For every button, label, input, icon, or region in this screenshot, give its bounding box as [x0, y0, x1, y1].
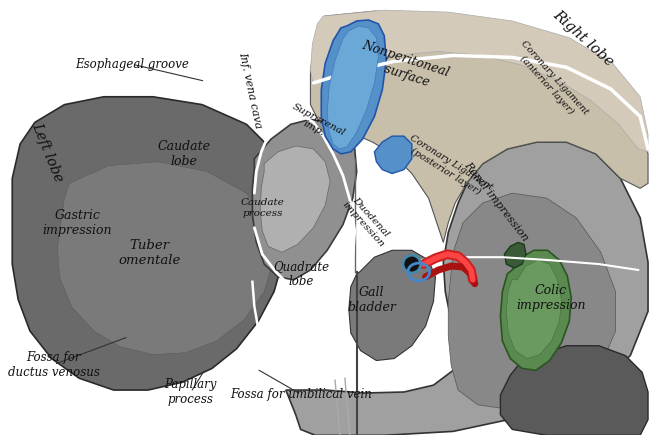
Text: Coronary Ligament
(anterior layer): Coronary Ligament (anterior layer)	[512, 39, 590, 123]
Polygon shape	[286, 142, 648, 435]
Text: Caudate
lobe: Caudate lobe	[158, 140, 211, 168]
Text: Right lobe: Right lobe	[550, 8, 616, 69]
Polygon shape	[327, 26, 378, 149]
Text: Nonperitoneal
   surface: Nonperitoneal surface	[356, 39, 452, 94]
Polygon shape	[349, 250, 436, 361]
Text: Quadrate
lobe: Quadrate lobe	[273, 260, 330, 288]
Polygon shape	[374, 136, 412, 174]
Text: Gastric
impression: Gastric impression	[43, 209, 112, 237]
Polygon shape	[500, 346, 648, 435]
Ellipse shape	[403, 255, 421, 273]
Polygon shape	[57, 162, 274, 354]
Text: Caudate
process: Caudate process	[241, 198, 285, 218]
Text: Suprarenal
imp.: Suprarenal imp.	[285, 102, 346, 146]
Text: Colic
impression: Colic impression	[516, 284, 586, 312]
Text: Papillary
process: Papillary process	[164, 378, 217, 406]
Text: Fossa for umbilical vein: Fossa for umbilical vein	[230, 388, 372, 401]
Text: Tuber
omentale: Tuber omentale	[118, 239, 181, 267]
Text: Duodenal
impression: Duodenal impression	[341, 193, 394, 249]
Text: Inf. vena cava: Inf. vena cava	[237, 51, 263, 129]
Polygon shape	[252, 119, 357, 280]
Text: Coronary Ligament
(posterior layer): Coronary Ligament (posterior layer)	[402, 133, 495, 201]
Text: Esophageal groove: Esophageal groove	[75, 58, 188, 71]
Polygon shape	[506, 260, 562, 358]
Polygon shape	[321, 20, 386, 154]
Text: Renal impression: Renal impression	[462, 160, 530, 243]
Text: Gall
bladder: Gall bladder	[347, 286, 396, 314]
Polygon shape	[260, 146, 330, 252]
Polygon shape	[12, 97, 288, 390]
Text: Fossa for
ductus venosus: Fossa for ductus venosus	[8, 351, 99, 378]
Polygon shape	[500, 250, 571, 370]
Polygon shape	[448, 193, 616, 410]
Polygon shape	[504, 242, 526, 268]
Polygon shape	[311, 11, 648, 242]
Text: Left lobe: Left lobe	[29, 120, 66, 184]
Polygon shape	[311, 10, 648, 152]
